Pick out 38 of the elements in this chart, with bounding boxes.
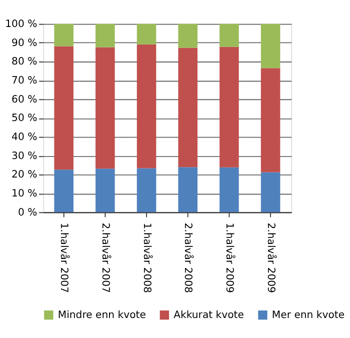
x-tick-label: 2.halvår 2007 [99,222,112,293]
bar [178,24,198,48]
bar [136,44,156,168]
y-tick-label: 70 % [12,76,38,87]
y-tick-label: 50 % [12,113,38,124]
bar [136,24,156,44]
bar [260,68,280,172]
x-tick-label: 2.halvår 2008 [182,222,194,293]
bar [260,172,280,212]
legend-label: Mindre enn kvote [58,310,146,321]
y-tick-label: 100 % [5,19,38,30]
legend-label: Mer enn kvote [272,310,345,321]
bar [96,47,115,169]
bar [260,24,280,68]
bar [178,167,198,212]
bar [220,24,239,47]
x-tick-label: 1.halvår 2009 [223,222,236,293]
bar [54,46,74,170]
x-tick-label: 1.halvår 2007 [58,222,70,293]
y-tick-label: 0 % [18,207,38,218]
bar [54,170,74,212]
x-tick-label: 1.halvår 2008 [140,222,153,293]
bar [220,167,239,212]
y-tick-label: 20 % [12,170,38,181]
y-tick-label: 80 % [12,56,38,68]
y-tick-label: 60 % [12,94,38,106]
y-tick-label: 10 % [12,188,38,200]
legend-label: Akkurat kvote [174,310,244,321]
x-tick-label: 2.halvår 2009 [264,222,277,293]
bar [96,168,115,212]
bar [220,46,239,168]
y-tick-label: 40 % [12,132,38,144]
y-tick-label: 90 % [12,38,38,49]
bar [136,168,156,212]
bar [96,24,115,48]
bar [178,48,198,168]
y-tick-label: 30 % [12,150,38,162]
bar [54,24,74,46]
